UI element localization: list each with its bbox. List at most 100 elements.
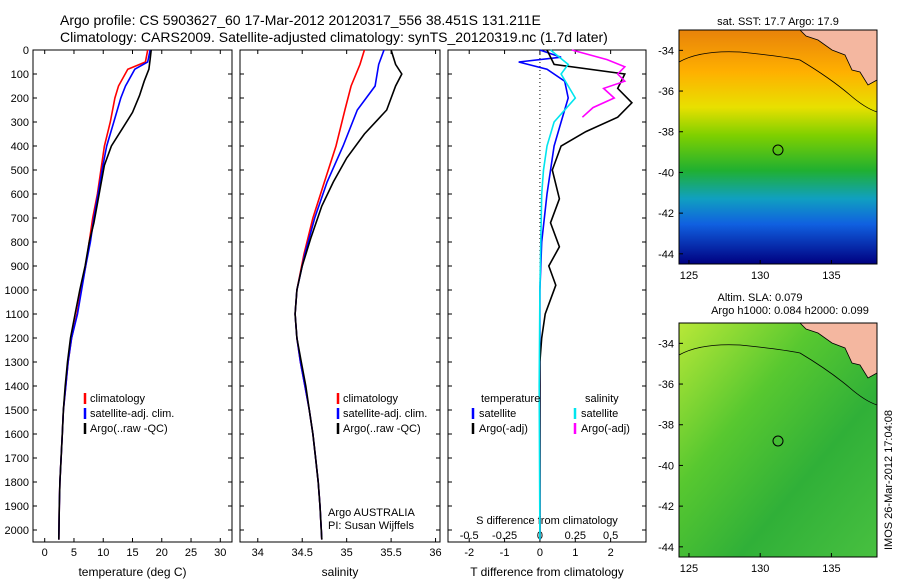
imos-watermark: IMOS 26-Mar-2012 17:04:08 — [883, 410, 895, 550]
sla-map: Altim. SLA: 0.079 Argo h1000: 0.084 h200… — [658, 292, 878, 575]
series-line — [539, 49, 634, 540]
map-lat-label: -36 — [658, 379, 674, 391]
map-lat-label: -38 — [658, 420, 674, 432]
legend-label: Argo(..raw -QC) — [90, 423, 168, 435]
legend-label: satellite-adj. clim. — [90, 408, 174, 420]
legend-label: climatology — [343, 393, 399, 405]
x-tick-label: 34 — [252, 547, 264, 559]
legend-label: satellite — [581, 408, 618, 420]
series-line — [294, 49, 403, 540]
map-lat-label: -36 — [658, 86, 674, 98]
panel-annotation: Argo AUSTRALIA — [328, 507, 415, 519]
map-lat-label: -40 — [658, 460, 674, 472]
sst-map-frame — [678, 29, 878, 265]
legend-title: salinity — [585, 393, 619, 405]
temperature-panel: 0100200300400500600700800900100011001200… — [5, 45, 233, 579]
axes-frame — [447, 49, 647, 543]
figure-title-line1: Argo profile: CS 5903627_60 17-Mar-2012 … — [60, 12, 541, 28]
sla-map-frame — [678, 322, 878, 558]
legend-label: satellite-adj. clim. — [343, 408, 427, 420]
sla-map-subtitle: Argo h1000: 0.084 h2000: 0.099 — [711, 305, 869, 317]
figure-title-line2: Climatology: CARS2009. Satellite-adjuste… — [60, 29, 608, 45]
depth-tick-label: 1700 — [5, 453, 29, 465]
legend-label: Argo(-adj) — [479, 423, 528, 435]
map-lat-label: -34 — [658, 338, 674, 350]
series-line — [518, 49, 570, 540]
map-lat-label: -44 — [658, 249, 674, 261]
bathymetry-contour-2 — [679, 344, 877, 406]
map-lat-label: -42 — [658, 208, 674, 220]
depth-tick-label: 800 — [11, 237, 29, 249]
depth-tick-label: 1800 — [5, 477, 29, 489]
depth-tick-label: 100 — [11, 69, 29, 81]
x-tick-label: 20 — [156, 547, 168, 559]
map-lon-label: 130 — [751, 563, 769, 575]
land-australia — [799, 30, 877, 86]
salinity-panel: 34 34.5 35 35.5 36 salinity climatology satelli… — [239, 49, 442, 579]
bathymetry-contour — [679, 51, 877, 113]
series-line — [58, 49, 149, 540]
argo-float-marker — [772, 144, 784, 156]
sst-map-title: sat. SST: 17.7 Argo: 17.9 — [717, 16, 839, 28]
map-lat-label: -34 — [658, 45, 674, 57]
sst-field — [679, 30, 877, 264]
sla-map-title: Altim. SLA: 0.079 — [718, 292, 803, 304]
depth-tick-label: 200 — [11, 93, 29, 105]
depth-tick-label: 500 — [11, 165, 29, 177]
x-tick-label: 2 — [608, 547, 614, 559]
map-lon-label: 125 — [680, 563, 698, 575]
map-lat-label: -38 — [658, 127, 674, 139]
series-line — [538, 49, 577, 540]
x-tick-label: 5 — [71, 547, 77, 559]
x-tick-label: 35 — [341, 547, 353, 559]
x-tick-label: -1 — [500, 547, 510, 559]
depth-tick-label: 1900 — [5, 501, 29, 513]
x-axis-label: T difference from climatology — [470, 565, 624, 579]
x-axis-label: salinity — [322, 565, 359, 579]
sst-map: sat. SST: 17.7 Argo: 17.9 -34 -36 -38 -40 -4… — [658, 16, 878, 282]
depth-tick-label: 300 — [11, 117, 29, 129]
x2-tick-label: 0.5 — [603, 530, 618, 542]
series-line — [58, 49, 152, 540]
x2-tick-label: 0.25 — [565, 530, 586, 542]
depth-tick-label: 1400 — [5, 381, 29, 393]
depth-tick-label: 600 — [11, 189, 29, 201]
depth-tick-label: 1100 — [5, 309, 29, 321]
legend-label: Argo(-adj) — [581, 423, 630, 435]
x-tick-label: 25 — [185, 547, 197, 559]
series-line — [294, 49, 385, 540]
depth-tick-label: 1000 — [5, 285, 29, 297]
x-tick-label: 1 — [572, 547, 578, 559]
map-lon-label: 125 — [680, 270, 698, 282]
map-lat-label: -40 — [658, 167, 674, 179]
map-lon-label: 135 — [822, 270, 840, 282]
depth-tick-label: 2000 — [5, 525, 29, 537]
axes-frame — [32, 49, 233, 543]
depth-tick-label: 700 — [11, 213, 29, 225]
x-tick-label: 35.5 — [380, 547, 401, 559]
x-tick-label: 0 — [537, 547, 543, 559]
x-tick-label: 34.5 — [292, 547, 313, 559]
map-lon-label: 130 — [751, 270, 769, 282]
depth-tick-label: 0 — [23, 45, 29, 57]
x2-tick-label: -0.25 — [492, 530, 517, 542]
axes-frame — [239, 49, 441, 543]
series-line — [571, 49, 627, 118]
x-tick-label: -2 — [464, 547, 474, 559]
depth-tick-label: 1200 — [5, 333, 29, 345]
legend-label: Argo(..raw -QC) — [343, 423, 421, 435]
x-tick-label: 10 — [97, 547, 109, 559]
land-australia-2 — [799, 323, 877, 379]
map-lat-label: -42 — [658, 501, 674, 513]
x-tick-label: 36 — [429, 547, 441, 559]
legend-title: temperature — [481, 393, 540, 405]
depth-tick-label: 1500 — [5, 405, 29, 417]
argo-float-marker-2 — [772, 435, 784, 447]
x-tick-label: 0 — [42, 547, 48, 559]
x-tick-label: 15 — [126, 547, 138, 559]
x-tick-label: 30 — [214, 547, 226, 559]
x-axis-label: temperature (deg C) — [78, 565, 186, 579]
depth-tick-label: 1300 — [5, 357, 29, 369]
x2-tick-label: -0.5 — [460, 530, 479, 542]
